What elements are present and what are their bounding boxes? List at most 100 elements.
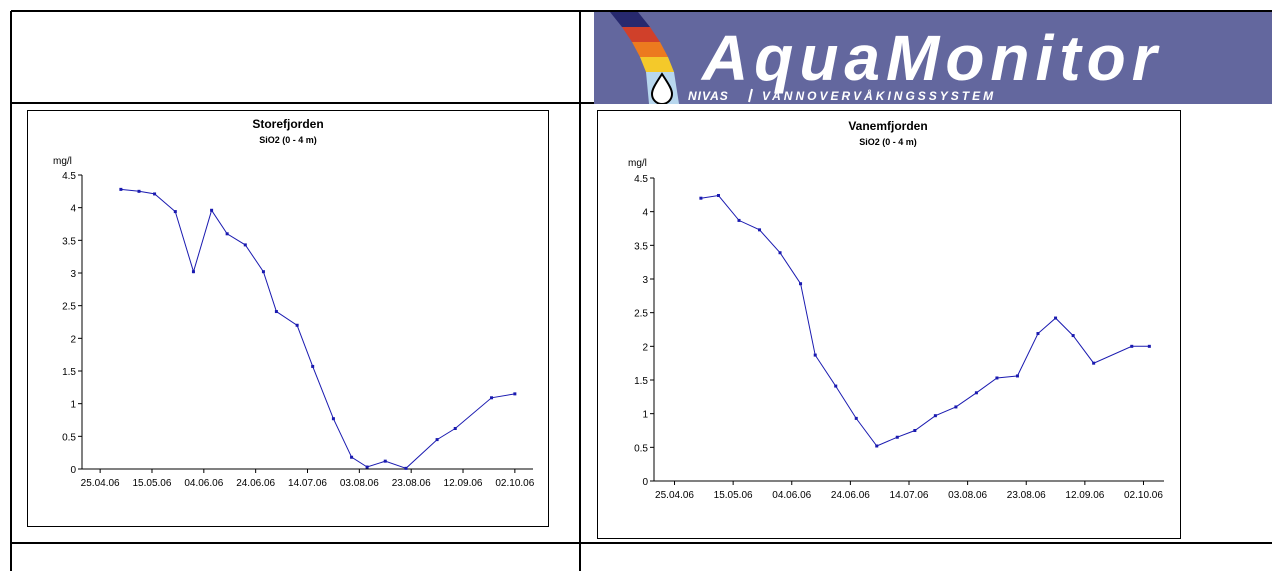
x-tick-label: 12.09.06 [444, 478, 483, 489]
logo-sub-right: VANNOVERVÅKINGSSYSTEM [762, 89, 996, 103]
x-tick-label: 24.06.06 [831, 490, 870, 501]
x-tick-label: 23.08.06 [1007, 490, 1046, 501]
data-point [365, 465, 369, 469]
y-tick-label: 1 [642, 410, 648, 421]
logo-stripe-red [622, 27, 660, 42]
data-point [191, 270, 195, 274]
data-point [173, 210, 177, 214]
chart-subtitle: SiO2 (0 - 4 m) [259, 135, 317, 145]
data-point [274, 310, 278, 314]
y-tick-label: 4 [70, 204, 76, 215]
x-tick-label: 15.05.06 [133, 478, 172, 489]
data-point [1054, 316, 1058, 320]
y-tick-label: 2.5 [634, 309, 648, 320]
x-tick-label: 04.06.06 [772, 490, 811, 501]
y-tick-label: 1 [70, 400, 76, 411]
data-point [1071, 334, 1075, 338]
y-tick-label: 0 [642, 477, 648, 488]
y-tick-label: 3 [70, 269, 76, 280]
y-tick-label: 1.5 [634, 376, 648, 387]
logo-stripe-navy [610, 12, 650, 27]
y-tick-label: 4.5 [634, 174, 648, 185]
data-point [875, 444, 879, 448]
data-point [1015, 374, 1019, 378]
data-point [778, 251, 782, 255]
chart-storefjorden-plot: Storefjorden SiO2 (0 - 4 m) mg/l 0 0.5 1 1.… [53, 117, 535, 489]
chart-subtitle: SiO2 (0 - 4 m) [859, 137, 917, 147]
y-axis-unit: mg/l [53, 156, 72, 167]
y-tick-label: 4.5 [62, 171, 76, 182]
y-tick-label: 0.5 [62, 432, 76, 443]
y-tick-label: 0 [70, 465, 76, 476]
x-tick-label: 03.08.06 [340, 478, 379, 489]
x-tick-label: 25.04.06 [81, 478, 120, 489]
y-tick-label: 2 [70, 334, 76, 345]
data-point [331, 417, 335, 421]
logo-stripe-yellow [640, 57, 674, 72]
data-point [210, 208, 214, 212]
data-point [1092, 361, 1096, 365]
chart-storefjorden: Storefjorden SiO2 (0 - 4 m) mg/l 0 0.5 1 1.… [27, 110, 549, 527]
data-point [243, 243, 247, 247]
data-point [311, 364, 315, 368]
data-point [295, 323, 299, 327]
logo-sub-divider [748, 88, 753, 103]
logo-background [594, 12, 1272, 104]
series-line [700, 194, 1150, 447]
data-point [758, 228, 762, 232]
series-line [120, 188, 515, 469]
data-point [490, 396, 494, 400]
y-tick-label: 2 [642, 342, 648, 353]
chart-title: Storefjorden [252, 117, 323, 131]
data-point [350, 455, 354, 459]
data-point [954, 405, 958, 409]
y-axis-unit: mg/l [628, 158, 647, 169]
chart-vanemfjorden-plot: Vanemfjorden SiO2 (0 - 4 m) mg/l 0 0.5 1 1.… [628, 119, 1164, 501]
y-tick-label: 4 [642, 208, 648, 219]
x-tick-label: 02.10.06 [495, 478, 534, 489]
data-point [895, 435, 899, 439]
y-tick-label: 1.5 [62, 367, 76, 378]
data-point [834, 384, 838, 388]
x-tick-label: 03.08.06 [948, 490, 987, 501]
x-tick-label: 14.07.06 [890, 490, 929, 501]
data-point [383, 459, 387, 463]
data-point [453, 426, 457, 430]
data-point [799, 282, 803, 286]
x-tick-label: 24.06.06 [236, 478, 275, 489]
water-drop-icon [650, 72, 674, 104]
x-tick-label: 12.09.06 [1065, 490, 1104, 501]
data-point [699, 196, 703, 200]
x-tick-label: 23.08.06 [392, 478, 431, 489]
data-point [813, 353, 817, 357]
x-tick-label: 14.07.06 [288, 478, 327, 489]
data-point [153, 192, 157, 196]
y-tick-label: 2.5 [62, 302, 76, 313]
chart-vanemfjorden: Vanemfjorden SiO2 (0 - 4 m) mg/l 0 0.5 1 1.… [597, 110, 1181, 539]
x-tick-label: 04.06.06 [184, 478, 223, 489]
data-point [1036, 332, 1040, 336]
data-point [261, 270, 265, 274]
logo-brand-text: AquaMonitor [700, 22, 1163, 94]
data-point [119, 187, 123, 191]
data-point [737, 218, 741, 222]
y-tick-label: 3.5 [634, 241, 648, 252]
data-point [716, 194, 720, 198]
chart-title: Vanemfjorden [848, 119, 927, 133]
y-tick-label: 3 [642, 275, 648, 286]
data-point [404, 466, 408, 470]
y-tick-label: 0.5 [634, 443, 648, 454]
y-tick-label: 3.5 [62, 236, 76, 247]
aquamonitor-logo: AquaMonitor NIVAS VANNOVERVÅKINGSSYSTEM [594, 12, 1272, 104]
data-point [933, 414, 937, 418]
data-point [513, 392, 517, 396]
logo-stripe-orange [632, 42, 668, 57]
data-point [995, 376, 999, 380]
logo-sub-left: NIVAS [688, 89, 729, 103]
x-tick-label: 15.05.06 [714, 490, 753, 501]
data-point [225, 232, 229, 236]
x-tick-label: 25.04.06 [655, 490, 694, 501]
data-point [435, 438, 439, 442]
data-point [1147, 344, 1151, 348]
data-point [974, 391, 978, 395]
